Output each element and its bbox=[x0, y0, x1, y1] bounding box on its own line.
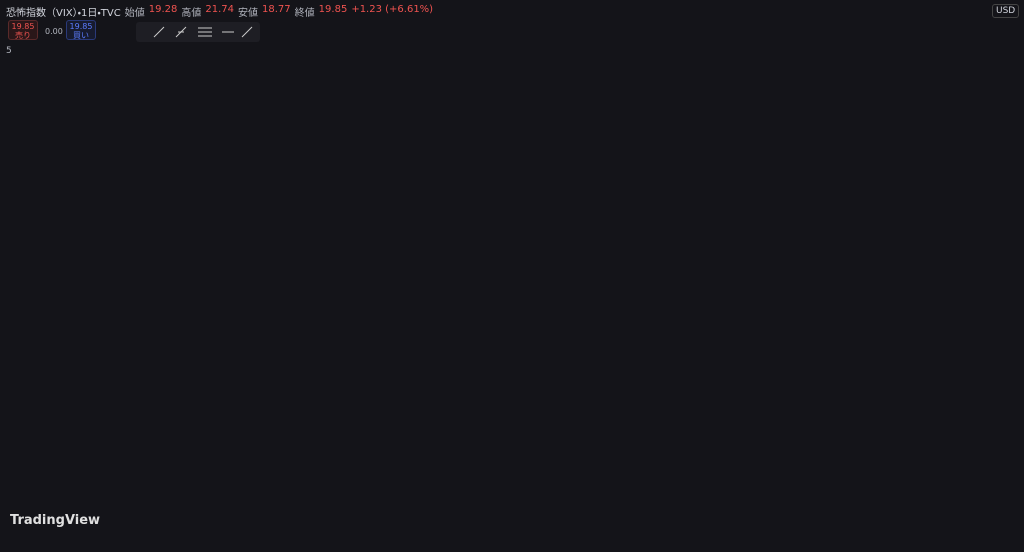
x-tick-label: 10月 bbox=[155, 538, 175, 549]
y-tick-label: 55.00 bbox=[993, 102, 1019, 112]
x-tick-label: 12月 bbox=[245, 538, 265, 549]
y-tick-label: 22.50 bbox=[993, 384, 1019, 394]
x-tick-label: 11月 bbox=[201, 538, 221, 549]
x-tick-label: 9月 bbox=[647, 538, 662, 549]
x-tick-label: 12月 bbox=[780, 538, 800, 549]
price-line bbox=[1, 193, 914, 477]
x-tick-label: 8月 bbox=[69, 538, 84, 549]
buy-price: 19.85 bbox=[69, 22, 93, 31]
x-tick-label: 8月 bbox=[603, 538, 618, 549]
symbol[interactable]: 恐怖指数（VIX）・1日・TVC bbox=[6, 8, 121, 19]
x-tick-label: 5月 bbox=[467, 538, 482, 549]
last-price-label: 19.85 bbox=[992, 407, 1018, 417]
x-tick-label: 3月 bbox=[908, 538, 923, 549]
x-tick-label: 4月 bbox=[423, 538, 438, 549]
y-tick-label: 10.00 bbox=[993, 493, 1019, 503]
ohlc-value: 19.28 bbox=[148, 4, 178, 15]
x-tick-label: 9月 bbox=[115, 538, 130, 549]
x-tick-label: 7月 bbox=[558, 538, 573, 549]
level-label: 29.60 bbox=[992, 323, 1018, 333]
y-tick-label: 35.00 bbox=[993, 276, 1019, 286]
ohlc-value: 19.85 bbox=[318, 4, 348, 15]
x-tick-label: 2026 bbox=[823, 539, 848, 549]
x-tick-label: 10月 bbox=[690, 538, 710, 549]
y-tick-label: 57.50 bbox=[993, 81, 1019, 91]
y-tick-label: 30.00 bbox=[993, 319, 1019, 329]
x-tick-label: 7月 bbox=[22, 538, 37, 549]
y-tick-label: 32.50 bbox=[993, 297, 1019, 307]
y-tick-label: 12.50 bbox=[993, 471, 1019, 481]
x-tick-label: 2月 bbox=[336, 538, 351, 549]
y-tick-label: 37.50 bbox=[993, 254, 1019, 264]
sell-button[interactable]: 19.85 売り bbox=[8, 20, 38, 40]
level-tag bbox=[992, 451, 1019, 464]
spread: 0.00 bbox=[45, 27, 63, 36]
level-tag bbox=[992, 475, 1019, 488]
ohlc-label: 安値 bbox=[238, 8, 259, 19]
x-tick-label: 11月 bbox=[735, 538, 755, 549]
y-tick-label: 52.50 bbox=[993, 124, 1019, 134]
currency-select[interactable]: USD bbox=[992, 4, 1020, 18]
level-tag bbox=[992, 333, 1019, 346]
x-tick-label: 3月 bbox=[380, 538, 395, 549]
ohlc-label: 終値 bbox=[294, 8, 315, 19]
last-price-tag bbox=[992, 405, 1019, 418]
level-tag bbox=[992, 430, 1019, 443]
ohlc-value: 18.77 bbox=[262, 4, 291, 15]
level-tag bbox=[992, 321, 1019, 334]
level-label: 17.01 bbox=[992, 432, 1018, 442]
drawing-toolbar[interactable] bbox=[136, 22, 260, 42]
y-tick-label: 25.00 bbox=[993, 362, 1019, 372]
y-tick-label: 7.50 bbox=[999, 514, 1019, 524]
level-label: 28.15 bbox=[992, 335, 1018, 345]
y-tick-label: 62.50 bbox=[993, 37, 1019, 47]
brand-logo: TradingView bbox=[10, 513, 101, 528]
indicator-toggle[interactable]: 5 bbox=[6, 46, 12, 56]
ohlc-label: 高値 bbox=[181, 8, 202, 19]
y-tick-label: 60.00 bbox=[993, 59, 1019, 69]
buy-button[interactable]: 19.85 買い bbox=[66, 20, 96, 40]
change: +1.23 (+6.61%) bbox=[351, 4, 434, 15]
y-tick-label: 20.00 bbox=[993, 406, 1019, 416]
y-tick-label: 50.00 bbox=[993, 146, 1019, 156]
x-tick-label: 6月 bbox=[512, 538, 527, 549]
x-tick-label: 2025 bbox=[285, 539, 310, 549]
y-tick-label: 47.50 bbox=[993, 167, 1019, 177]
trend-line bbox=[0, 372, 986, 471]
level-label: 14.53 bbox=[992, 453, 1018, 463]
toolbar-icons bbox=[153, 26, 253, 38]
ohlc-label: 始値 bbox=[124, 8, 145, 19]
level-label: 11.83 bbox=[992, 477, 1018, 487]
y-tick-label: 15.00 bbox=[993, 449, 1019, 459]
trend-line bbox=[821, 410, 944, 468]
y-tick-label: 40.00 bbox=[993, 232, 1019, 242]
sell-label: 売り bbox=[15, 31, 31, 40]
header: 恐怖指数（VIX）・1日・TVC 始値 19.28 高値 21.74 安値 18.77… bbox=[6, 4, 433, 19]
ohlc-value: 21.74 bbox=[205, 4, 235, 15]
buy-label: 買い bbox=[73, 31, 89, 40]
y-tick-label: 17.50 bbox=[993, 427, 1019, 437]
x-tick-label: 4月 bbox=[954, 538, 969, 549]
sell-price: 19.85 bbox=[11, 22, 35, 31]
trend-line bbox=[497, 356, 606, 431]
trend-line bbox=[349, 376, 573, 462]
y-tick-label: 42.50 bbox=[993, 211, 1019, 221]
y-tick-label: 45.00 bbox=[993, 189, 1019, 199]
y-tick-label: 27.50 bbox=[993, 341, 1019, 351]
x-tick-label: 2月 bbox=[870, 538, 885, 549]
